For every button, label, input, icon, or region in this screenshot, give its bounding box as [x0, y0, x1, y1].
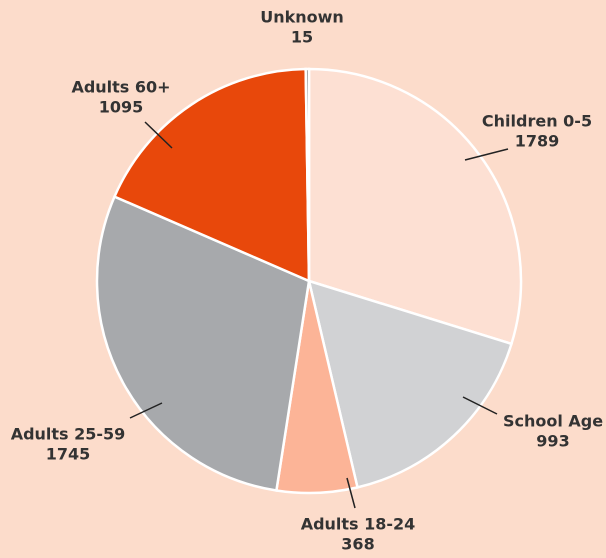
slice-label: Children 0-5	[482, 112, 592, 131]
slice-label: Adults 18-24	[301, 515, 416, 534]
pie-slice	[307, 279, 514, 489]
slice-label: Adults 60+	[71, 78, 170, 97]
pie-slice	[307, 67, 523, 346]
leader-line	[144, 121, 173, 149]
leader-line	[462, 396, 498, 415]
leader-line	[346, 477, 356, 509]
slice-value: 1745	[46, 445, 91, 464]
pie-slice	[112, 67, 311, 283]
slice-value: 368	[341, 535, 374, 554]
slice-value: 1095	[99, 98, 144, 117]
pie-slice	[95, 194, 311, 492]
slice-label: School Age	[503, 412, 603, 431]
leader-line	[129, 402, 163, 419]
leader-line	[464, 148, 509, 161]
slice-value: 1789	[515, 132, 560, 151]
slice-value: 993	[536, 432, 569, 451]
pie-slice	[304, 67, 311, 282]
slice-label: Unknown	[260, 8, 344, 27]
slice-value: 15	[291, 28, 313, 47]
slice-label: Adults 25-59	[11, 425, 126, 444]
